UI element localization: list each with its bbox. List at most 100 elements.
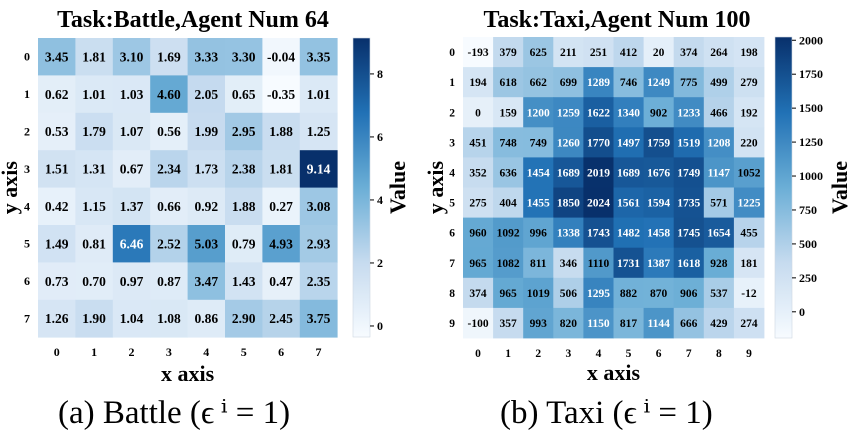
heatmap-cell [225, 38, 263, 76]
heatmap-cell [150, 187, 188, 226]
heatmap-cell [553, 127, 584, 158]
heatmap-cell [703, 247, 735, 279]
heatmap-cell [523, 307, 554, 339]
heatmap-cell [703, 37, 735, 68]
heatmap-cell [523, 247, 554, 279]
y-tick-label: 2 [449, 107, 455, 119]
colorbar-tick-label: 1000 [799, 169, 823, 183]
heatmap-cell [703, 127, 735, 158]
cell-value-label: 3.35 [307, 49, 331, 64]
heatmap-cell [262, 299, 301, 338]
heatmap-cell [262, 150, 301, 188]
y-tick-label: 7 [24, 312, 30, 326]
cell-value-label: 1260 [557, 137, 580, 149]
cell-value-label: 429 [710, 318, 728, 330]
cell-value-label: 1770 [587, 137, 610, 149]
heatmap-cell [75, 112, 114, 151]
heatmap-cell [463, 247, 494, 279]
heatmap-cell [225, 225, 263, 263]
colorbar-tick-label: 0 [377, 319, 383, 333]
cell-value-label: 618 [500, 77, 518, 89]
heatmap-cell [38, 262, 76, 301]
heatmap-cell [733, 97, 765, 128]
cell-value-label: 3.47 [194, 274, 218, 289]
cell-value-label: 1338 [557, 228, 580, 240]
heatmap-cell [38, 225, 76, 263]
cell-value-label: 1745 [677, 228, 700, 240]
colorbar-tick-label: 4 [377, 193, 383, 207]
heatmap-cell [493, 157, 524, 188]
heatmap-cell [643, 97, 675, 128]
cell-value-label: 0.65 [232, 87, 256, 102]
heatmap-cell [299, 262, 338, 301]
cell-value-label: 374 [469, 288, 487, 300]
heatmap-cell [733, 37, 765, 68]
cell-value-label: 374 [680, 47, 698, 59]
heatmap-cell [553, 67, 584, 98]
colorbar-tick-label: 250 [799, 271, 817, 285]
cell-value-label: 1233 [677, 107, 700, 119]
y-tick-label: 0 [449, 47, 455, 59]
heatmap-cell [493, 37, 524, 68]
heatmap-cell [75, 262, 114, 301]
cell-value-label: 1150 [587, 318, 610, 330]
cell-value-label: 0.66 [157, 199, 181, 214]
heatmap-cell [733, 247, 765, 279]
cell-value-label: 3.10 [120, 49, 144, 64]
heatmap-cell [493, 127, 524, 158]
cell-value-label: 1.25 [307, 124, 331, 139]
heatmap-cell [493, 67, 524, 98]
heatmap-cell [262, 38, 301, 76]
heatmap-cell [733, 67, 765, 98]
x-tick-label: 5 [241, 345, 247, 359]
x-tick-label: 8 [716, 348, 722, 360]
cell-value-label: 1052 [737, 167, 760, 179]
cell-value-label: 2.34 [157, 162, 181, 177]
x-tick-label: 4 [203, 345, 209, 359]
cell-value-label: 379 [500, 47, 518, 59]
cell-value-label: 1340 [617, 107, 640, 119]
heatmap-cell [673, 67, 705, 98]
cell-value-label: 3.08 [307, 199, 331, 214]
heatmap-cell [553, 37, 584, 68]
heatmap-cell [225, 187, 263, 226]
cell-value-label: 1850 [557, 198, 580, 210]
heatmap-cell [673, 127, 705, 158]
cell-value-label: 965 [500, 288, 518, 300]
cell-value-label: 1387 [647, 258, 670, 270]
heatmap-cell [613, 217, 644, 249]
heatmap-cell [187, 299, 226, 338]
cell-value-label: 902 [650, 107, 668, 119]
heatmap-cell [613, 127, 644, 158]
heatmap-cell [112, 150, 151, 188]
heatmap-cell [643, 67, 675, 98]
heatmap-cell [493, 217, 524, 249]
cell-value-label: 1594 [647, 198, 670, 210]
cell-value-label: 1519 [677, 137, 700, 149]
cell-value-label: 1482 [617, 228, 640, 240]
heatmap-cell [643, 157, 675, 188]
y-tick-label: 9 [449, 318, 455, 330]
heatmap-cell [553, 307, 584, 339]
x-tick-label: 2 [129, 345, 135, 359]
x-tick-label: 0 [475, 348, 481, 360]
cell-value-label: 1731 [617, 258, 640, 270]
cell-value-label: 198 [740, 47, 758, 59]
colorbar-tick-label: 500 [799, 237, 817, 251]
cell-value-label: 211 [560, 47, 577, 59]
cell-value-label: 1082 [497, 258, 520, 270]
cell-value-label: 5.03 [194, 236, 218, 251]
cell-value-label: 1289 [587, 77, 610, 89]
heatmap-cell [112, 187, 151, 226]
x-tick-label: 6 [656, 348, 662, 360]
cell-value-label: 279 [740, 77, 758, 89]
x-tick-label: 1 [505, 348, 511, 360]
cell-value-label: 1.81 [269, 162, 293, 177]
cell-value-label: 870 [650, 288, 668, 300]
y-tick-label: 1 [449, 77, 455, 89]
heatmap-cell [463, 97, 494, 128]
cell-value-label: 0.97 [120, 274, 144, 289]
cell-value-label: 1208 [707, 137, 730, 149]
cell-value-label: 1225 [737, 198, 760, 210]
